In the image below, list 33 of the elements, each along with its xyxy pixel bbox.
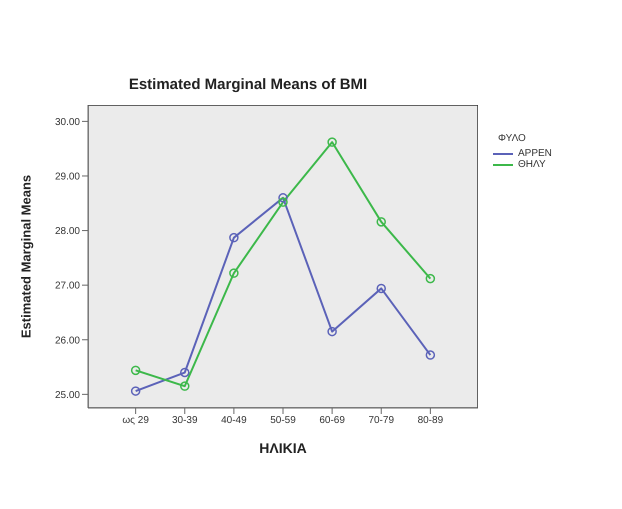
point bbox=[180, 381, 190, 391]
x-tick-label: ως 29 bbox=[122, 415, 150, 426]
y-tick-label: 30.00 bbox=[54, 116, 80, 128]
y-tick-label: 27.00 bbox=[54, 280, 80, 292]
y-tick-label: 26.00 bbox=[54, 335, 80, 346]
chart-title: Estimated Marginal Means of BMI bbox=[128, 75, 368, 93]
point bbox=[376, 284, 386, 294]
point bbox=[327, 137, 337, 147]
x-tick-label: 50-59 bbox=[270, 415, 296, 426]
x-axis-title: ΗΛΙΚΙΑ bbox=[259, 440, 307, 456]
legend-label: ΑΡΡΕΝ bbox=[518, 148, 552, 159]
x-tick-label: 80-89 bbox=[418, 415, 444, 426]
point bbox=[278, 197, 288, 207]
x-tick-label: 70-79 bbox=[368, 415, 394, 426]
legend-label: ΘΗΛΥ bbox=[518, 159, 546, 170]
point bbox=[229, 232, 239, 242]
x-tick-label: 30-39 bbox=[172, 415, 198, 426]
legend-title: ΦΥΛΟ bbox=[498, 133, 527, 144]
point bbox=[376, 217, 386, 227]
x-tick-label: 60-69 bbox=[319, 415, 346, 426]
point bbox=[180, 368, 190, 378]
point bbox=[278, 193, 288, 203]
point bbox=[327, 326, 337, 336]
y-tick-label: 29.00 bbox=[54, 172, 80, 183]
y-axis-title: Estimated Marginal Means bbox=[18, 174, 34, 338]
point bbox=[130, 366, 140, 376]
point bbox=[426, 350, 436, 360]
point bbox=[130, 386, 140, 396]
point bbox=[229, 268, 239, 278]
y-tick-label: 25.00 bbox=[54, 390, 80, 401]
x-tick-label: 40-49 bbox=[221, 415, 248, 426]
point bbox=[426, 274, 436, 284]
y-tick-label: 28.00 bbox=[54, 226, 80, 238]
